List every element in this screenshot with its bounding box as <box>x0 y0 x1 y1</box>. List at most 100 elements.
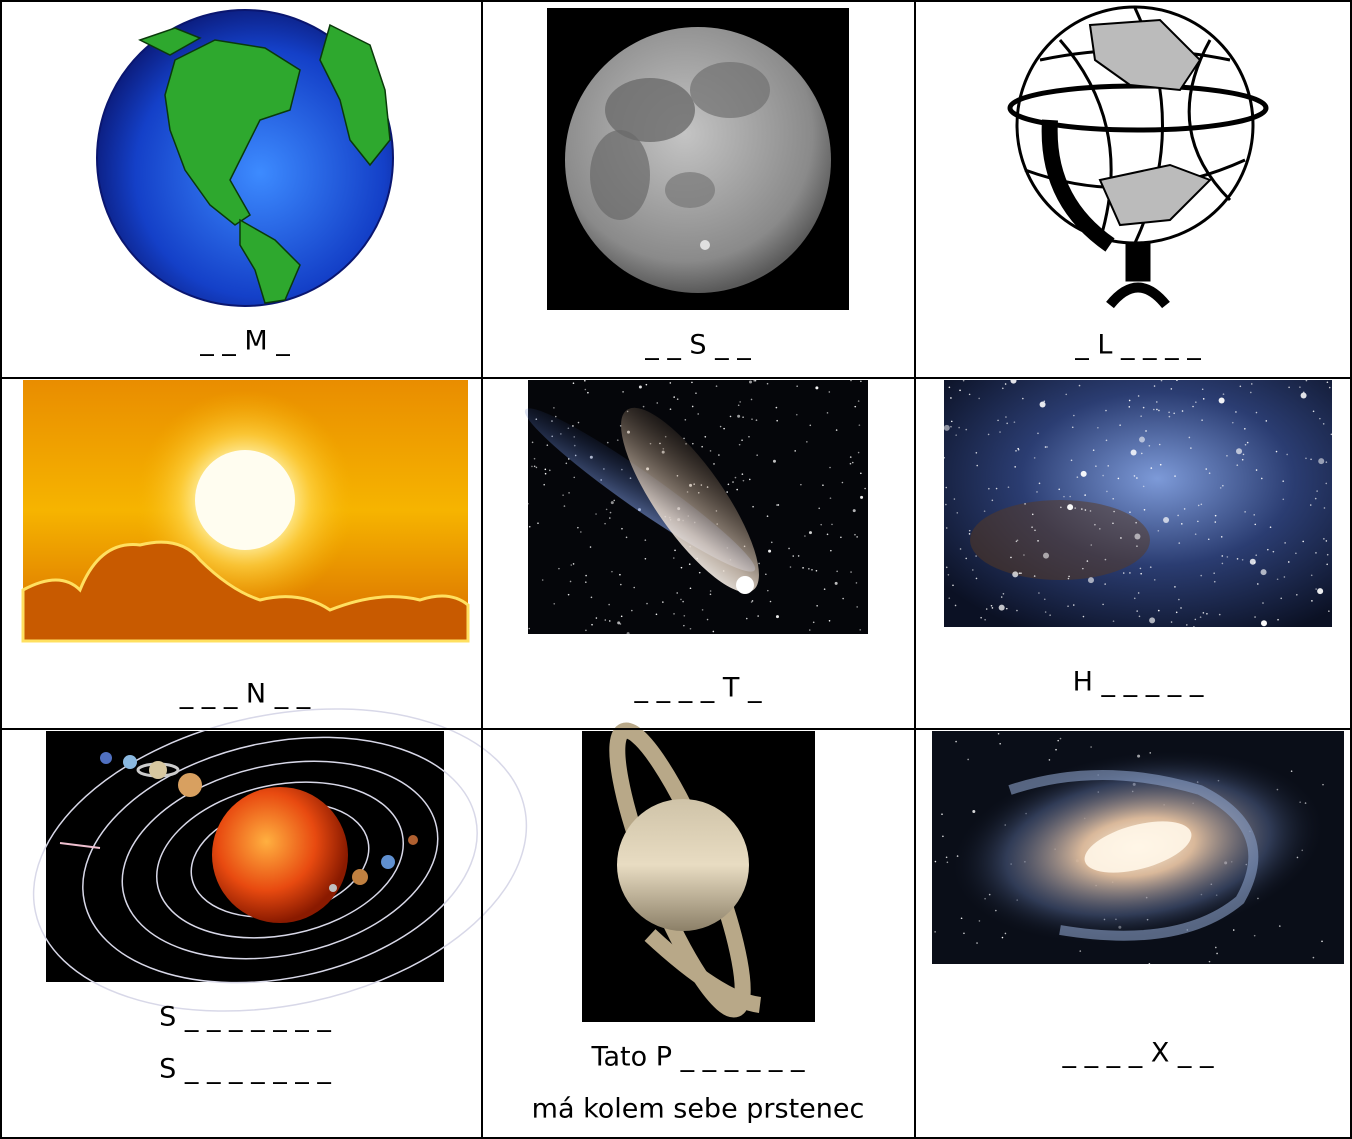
star <box>820 524 822 526</box>
star <box>1177 515 1179 517</box>
star <box>1171 621 1173 623</box>
star <box>1143 486 1145 488</box>
star <box>1118 478 1120 480</box>
star <box>806 441 808 443</box>
star <box>947 861 949 863</box>
star <box>1003 593 1005 595</box>
star <box>704 436 706 438</box>
star <box>999 605 1005 611</box>
star <box>934 931 936 933</box>
star <box>1158 410 1160 412</box>
star <box>1310 458 1312 460</box>
star <box>1156 409 1158 411</box>
star <box>549 470 551 472</box>
star <box>739 401 741 403</box>
star <box>963 380 965 382</box>
star <box>813 621 815 623</box>
star <box>1095 465 1097 467</box>
comet-image <box>515 380 868 635</box>
star <box>1140 415 1142 417</box>
star <box>528 628 530 630</box>
star <box>1250 392 1252 394</box>
star <box>840 536 842 538</box>
star <box>776 615 779 618</box>
star <box>955 605 957 607</box>
star <box>1311 575 1313 577</box>
saturn-image <box>582 720 815 1022</box>
star <box>742 416 744 418</box>
star <box>1254 935 1256 937</box>
star <box>1138 592 1140 594</box>
star <box>859 629 861 631</box>
star <box>850 456 852 458</box>
star <box>1242 459 1244 461</box>
star <box>1154 385 1156 387</box>
star <box>997 420 999 422</box>
star <box>621 528 623 530</box>
star <box>720 426 722 428</box>
star <box>1005 383 1007 385</box>
star <box>728 484 730 486</box>
star <box>1200 616 1202 618</box>
star <box>1193 626 1195 628</box>
star <box>631 610 633 612</box>
star <box>1040 401 1046 407</box>
star <box>860 472 862 474</box>
star <box>850 571 852 573</box>
star <box>692 443 694 445</box>
star <box>710 593 712 595</box>
star <box>662 601 664 603</box>
star <box>979 920 981 922</box>
star <box>984 510 986 512</box>
star <box>946 567 948 569</box>
star <box>1129 511 1131 513</box>
star <box>1195 533 1197 535</box>
star <box>818 507 820 509</box>
star <box>606 509 608 511</box>
star <box>1286 454 1288 456</box>
star <box>850 380 852 382</box>
sun-image <box>23 380 468 641</box>
star <box>1261 569 1267 575</box>
star <box>984 619 986 621</box>
star <box>992 607 994 609</box>
star <box>796 385 798 387</box>
star <box>1090 510 1092 512</box>
star <box>1262 602 1264 604</box>
star <box>1105 410 1107 412</box>
star <box>532 442 534 444</box>
cell-text: Tato P _ _ _ _ _ _ <box>590 1042 805 1073</box>
star <box>856 582 858 584</box>
star <box>996 488 998 490</box>
star <box>1220 487 1222 489</box>
star <box>1310 504 1312 506</box>
star <box>1154 579 1156 581</box>
star <box>1326 461 1328 463</box>
star <box>1178 599 1180 601</box>
star <box>969 530 971 532</box>
star <box>1102 604 1104 606</box>
star <box>1198 505 1200 507</box>
star <box>935 861 937 863</box>
star <box>1214 581 1216 583</box>
star <box>858 452 860 454</box>
star <box>1120 537 1122 539</box>
star <box>808 568 810 570</box>
star <box>596 617 598 619</box>
star <box>1169 416 1171 418</box>
star <box>1084 494 1086 496</box>
star <box>1273 551 1275 553</box>
star <box>1247 442 1249 444</box>
star <box>1149 445 1151 447</box>
star <box>1022 398 1024 400</box>
star <box>713 463 715 465</box>
star <box>1282 480 1284 482</box>
star <box>1315 552 1317 554</box>
star <box>1243 454 1245 456</box>
star <box>1134 475 1136 477</box>
star <box>1327 381 1329 383</box>
star <box>534 466 536 468</box>
star <box>1197 521 1199 523</box>
star <box>578 422 580 424</box>
star <box>963 932 965 934</box>
